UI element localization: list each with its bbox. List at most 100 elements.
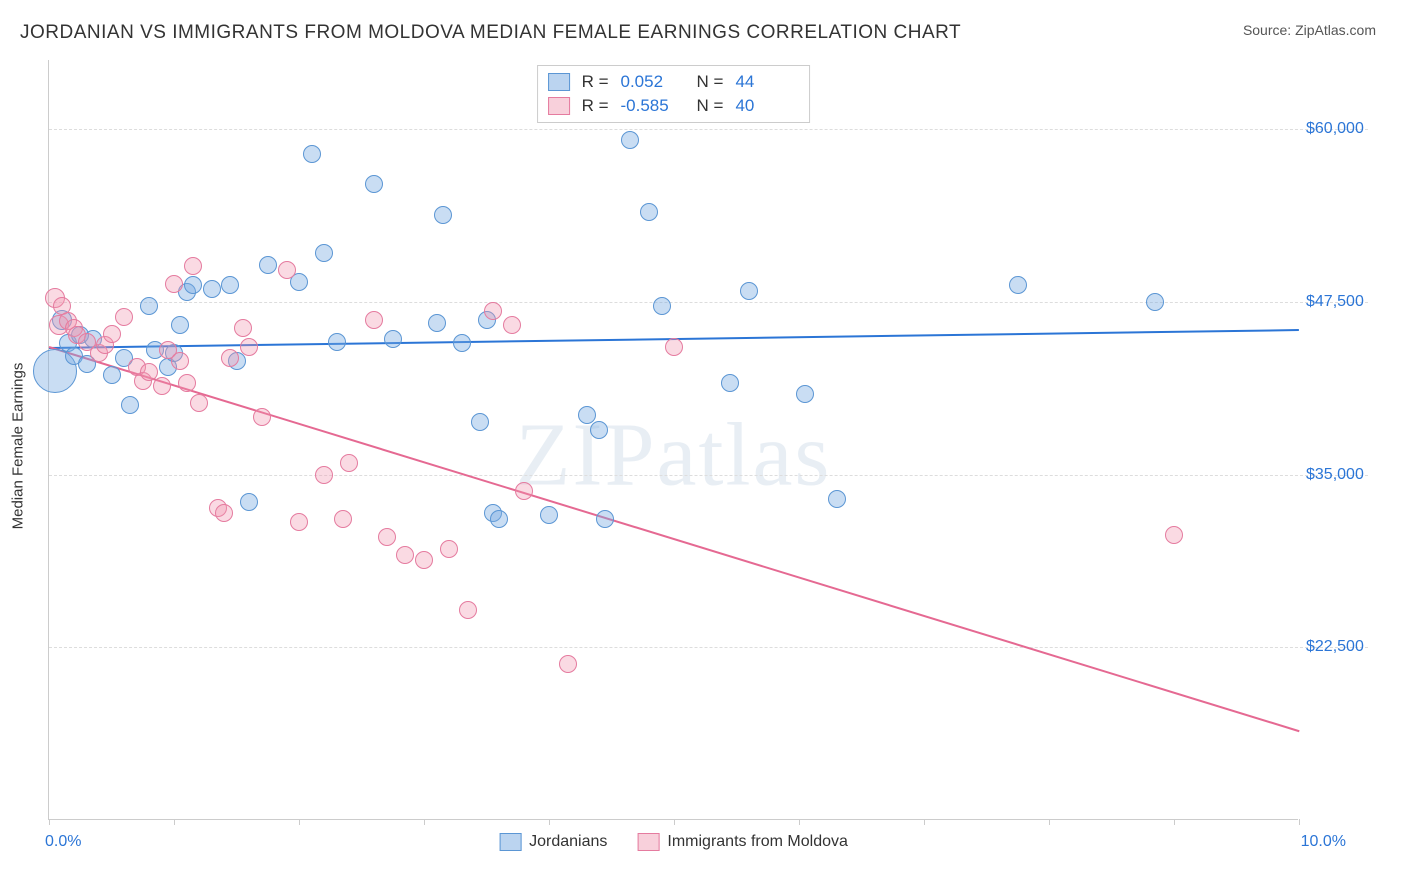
y-tick-label: $47,500 [1306, 293, 1386, 311]
gridline [49, 129, 1368, 130]
data-point [171, 352, 189, 370]
data-point [559, 655, 577, 673]
data-point [171, 316, 189, 334]
data-point [515, 482, 533, 500]
data-point [415, 551, 433, 569]
data-point [184, 276, 202, 294]
x-tick [549, 819, 550, 825]
data-point [653, 297, 671, 315]
data-point [453, 334, 471, 352]
data-point [828, 490, 846, 508]
x-tick [924, 819, 925, 825]
data-point [640, 203, 658, 221]
legend-label-pink: Immigrants from Moldova [667, 833, 848, 851]
data-point [490, 510, 508, 528]
data-point [259, 256, 277, 274]
data-point [221, 276, 239, 294]
x-tick [49, 819, 50, 825]
data-point [165, 275, 183, 293]
data-point [328, 333, 346, 351]
data-point [471, 413, 489, 431]
correlation-legend: R = 0.052 N = 44 R = -0.585 N = 40 [537, 65, 811, 123]
data-point [428, 314, 446, 332]
data-point [240, 338, 258, 356]
swatch-pink-icon [637, 833, 659, 851]
y-tick-label: $35,000 [1306, 466, 1386, 484]
data-point [396, 546, 414, 564]
data-point [578, 406, 596, 424]
data-point [103, 325, 121, 343]
data-point [540, 506, 558, 524]
data-point [190, 394, 208, 412]
data-point [1009, 276, 1027, 294]
data-point [503, 316, 521, 334]
r-label: R = [582, 72, 609, 92]
data-point [221, 349, 239, 367]
data-point [1146, 293, 1164, 311]
gridline [49, 647, 1368, 648]
source-label: Source: ZipAtlas.com [1243, 22, 1376, 38]
data-point [378, 528, 396, 546]
legend-label-blue: Jordanians [529, 833, 607, 851]
data-point [384, 330, 402, 348]
x-tick [1049, 819, 1050, 825]
data-point [590, 421, 608, 439]
data-point [315, 244, 333, 262]
data-point [290, 513, 308, 531]
data-point [234, 319, 252, 337]
data-point [140, 297, 158, 315]
data-point [315, 466, 333, 484]
y-tick-label: $60,000 [1306, 120, 1386, 138]
x-tick [799, 819, 800, 825]
data-point [721, 374, 739, 392]
data-point [240, 493, 258, 511]
data-point [115, 308, 133, 326]
data-point [178, 374, 196, 392]
data-point [184, 257, 202, 275]
r-label: R = [582, 96, 609, 116]
x-tick [174, 819, 175, 825]
x-tick [1299, 819, 1300, 825]
data-point [103, 366, 121, 384]
data-point [1165, 526, 1183, 544]
series-legend: Jordanians Immigrants from Moldova [499, 833, 848, 851]
data-point [253, 408, 271, 426]
n-value-blue: 44 [735, 72, 799, 92]
data-point [334, 510, 352, 528]
data-point [278, 261, 296, 279]
chart-title: JORDANIAN VS IMMIGRANTS FROM MOLDOVA MED… [20, 22, 961, 44]
data-point [365, 175, 383, 193]
swatch-blue-icon [499, 833, 521, 851]
trend-line-pink [49, 346, 1300, 732]
n-value-pink: 40 [735, 96, 799, 116]
n-label: N = [697, 72, 724, 92]
y-axis-label: Median Female Earnings [10, 363, 27, 530]
x-axis-min: 0.0% [45, 833, 81, 851]
chart-plot-area: ZIPatlas R = 0.052 N = 44 R = -0.585 N =… [48, 60, 1298, 820]
r-value-blue: 0.052 [621, 72, 685, 92]
data-point [796, 385, 814, 403]
data-point [215, 504, 233, 522]
data-point [440, 540, 458, 558]
data-point [459, 601, 477, 619]
data-point [121, 396, 139, 414]
r-value-pink: -0.585 [621, 96, 685, 116]
data-point [303, 145, 321, 163]
data-point [621, 131, 639, 149]
x-axis-max: 10.0% [1301, 833, 1346, 851]
gridline [49, 302, 1368, 303]
n-label: N = [697, 96, 724, 116]
watermark-text: ZIPatlas [516, 403, 832, 506]
swatch-blue-icon [548, 73, 570, 91]
data-point [596, 510, 614, 528]
data-point [665, 338, 683, 356]
x-tick [1174, 819, 1175, 825]
data-point [484, 302, 502, 320]
data-point [153, 377, 171, 395]
data-point [365, 311, 383, 329]
y-tick-label: $22,500 [1306, 638, 1386, 656]
data-point [740, 282, 758, 300]
data-point [203, 280, 221, 298]
data-point [434, 206, 452, 224]
x-tick [674, 819, 675, 825]
